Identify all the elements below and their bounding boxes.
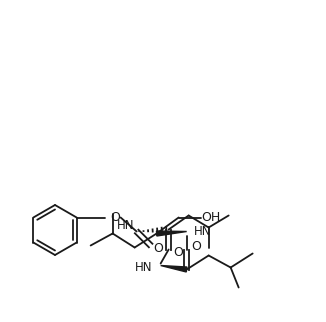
- Text: O: O: [192, 240, 201, 253]
- Polygon shape: [156, 231, 187, 236]
- Text: HN: HN: [117, 219, 135, 232]
- Text: OH: OH: [201, 211, 220, 224]
- Text: O: O: [174, 246, 184, 259]
- Text: O: O: [111, 211, 121, 224]
- Polygon shape: [161, 266, 187, 272]
- Text: HN: HN: [194, 225, 211, 238]
- Text: HN: HN: [135, 261, 153, 274]
- Text: O: O: [154, 242, 164, 255]
